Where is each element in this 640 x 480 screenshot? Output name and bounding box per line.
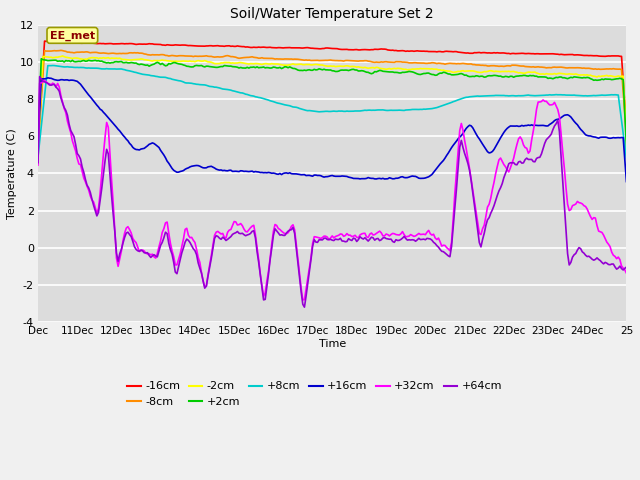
-16cm bbox=[552, 51, 560, 57]
-8cm bbox=[57, 48, 65, 53]
+64cm bbox=[145, 252, 153, 258]
+64cm bbox=[52, 84, 60, 90]
+8cm bbox=[390, 108, 398, 113]
+32cm bbox=[52, 84, 60, 90]
+2cm bbox=[623, 144, 630, 150]
+16cm bbox=[371, 176, 378, 182]
-2cm bbox=[51, 55, 58, 60]
-2cm bbox=[34, 149, 42, 155]
-2cm bbox=[145, 58, 153, 63]
-8cm bbox=[371, 60, 378, 65]
Line: -8cm: -8cm bbox=[38, 50, 627, 149]
+16cm bbox=[44, 75, 52, 81]
-8cm bbox=[390, 60, 398, 65]
+64cm bbox=[36, 74, 44, 80]
+64cm bbox=[392, 237, 400, 242]
+16cm bbox=[404, 175, 412, 180]
+32cm bbox=[623, 270, 630, 276]
-8cm bbox=[404, 60, 412, 65]
Title: Soil/Water Temperature Set 2: Soil/Water Temperature Set 2 bbox=[230, 7, 434, 21]
Y-axis label: Temperature (C): Temperature (C) bbox=[7, 128, 17, 219]
+16cm bbox=[390, 176, 398, 181]
-16cm bbox=[145, 41, 153, 47]
Legend: -16cm, -8cm, -2cm, +2cm, +8cm, +16cm, +32cm, +64cm: -16cm, -8cm, -2cm, +2cm, +8cm, +16cm, +3… bbox=[123, 377, 506, 411]
+8cm bbox=[623, 156, 630, 161]
-2cm bbox=[404, 67, 412, 72]
+32cm bbox=[372, 230, 380, 236]
+64cm bbox=[372, 236, 380, 242]
-8cm bbox=[145, 52, 153, 58]
Text: EE_met: EE_met bbox=[50, 30, 95, 40]
+32cm bbox=[41, 78, 49, 84]
+8cm bbox=[371, 108, 378, 113]
+64cm bbox=[405, 237, 413, 242]
+2cm bbox=[34, 131, 42, 137]
-16cm bbox=[623, 125, 630, 131]
+64cm bbox=[554, 117, 562, 123]
-8cm bbox=[51, 48, 58, 54]
+32cm bbox=[34, 162, 42, 168]
+2cm bbox=[552, 74, 560, 80]
+8cm bbox=[49, 62, 56, 68]
-16cm bbox=[404, 48, 412, 54]
-2cm bbox=[552, 71, 560, 77]
+16cm bbox=[52, 77, 60, 83]
+8cm bbox=[52, 63, 60, 69]
Line: +32cm: +32cm bbox=[38, 81, 627, 300]
+2cm bbox=[371, 69, 378, 74]
+64cm bbox=[34, 160, 42, 166]
+16cm bbox=[623, 179, 630, 184]
-8cm bbox=[552, 64, 560, 70]
-2cm bbox=[623, 131, 630, 136]
+64cm bbox=[623, 264, 630, 270]
Line: +64cm: +64cm bbox=[38, 77, 627, 307]
+32cm bbox=[554, 107, 562, 112]
-16cm bbox=[34, 142, 42, 147]
Line: +2cm: +2cm bbox=[38, 59, 627, 147]
-8cm bbox=[34, 146, 42, 152]
-16cm bbox=[41, 38, 49, 44]
+32cm bbox=[405, 233, 413, 239]
+32cm bbox=[392, 232, 400, 238]
Line: +16cm: +16cm bbox=[38, 78, 627, 181]
+2cm bbox=[145, 63, 153, 69]
+2cm bbox=[52, 57, 60, 63]
+8cm bbox=[34, 154, 42, 159]
-2cm bbox=[59, 53, 67, 59]
X-axis label: Time: Time bbox=[319, 339, 346, 349]
+64cm bbox=[301, 304, 308, 310]
-2cm bbox=[371, 65, 378, 71]
-16cm bbox=[390, 48, 398, 53]
+16cm bbox=[34, 144, 42, 149]
Line: -2cm: -2cm bbox=[38, 56, 627, 152]
+2cm bbox=[38, 56, 45, 61]
+8cm bbox=[404, 107, 412, 113]
-8cm bbox=[623, 134, 630, 140]
-2cm bbox=[390, 66, 398, 72]
+32cm bbox=[299, 297, 307, 303]
+8cm bbox=[552, 92, 560, 97]
-16cm bbox=[52, 40, 60, 46]
+16cm bbox=[145, 142, 153, 147]
+2cm bbox=[390, 70, 398, 75]
Line: +8cm: +8cm bbox=[38, 65, 627, 158]
Line: -16cm: -16cm bbox=[38, 41, 627, 144]
+16cm bbox=[552, 117, 560, 122]
+8cm bbox=[145, 72, 153, 78]
-16cm bbox=[371, 47, 378, 52]
+2cm bbox=[404, 69, 412, 75]
+32cm bbox=[145, 251, 153, 257]
